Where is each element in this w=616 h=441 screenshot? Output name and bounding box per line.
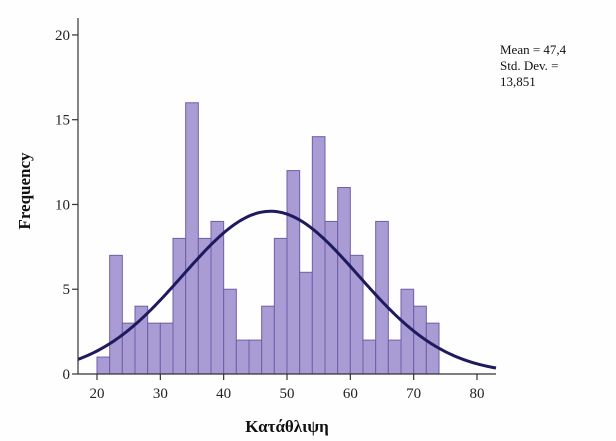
x-tick-label: 80 xyxy=(470,386,485,402)
histogram-bar xyxy=(159,322,174,375)
histogram-bar xyxy=(299,271,313,375)
std-dev-label: Std. Dev. = xyxy=(500,58,559,73)
x-tick-label: 70 xyxy=(406,386,421,402)
y-tick-label: 20 xyxy=(55,28,70,44)
histogram-bar xyxy=(362,339,377,375)
histogram-bar xyxy=(147,322,161,375)
histogram-bar xyxy=(248,339,263,375)
histogram-bar xyxy=(235,339,250,375)
x-tick-label: 20 xyxy=(90,386,105,402)
histogram-bar xyxy=(96,356,111,375)
tick-labels: 0 5 10 15 20 20 30 40 50 60 70 80 xyxy=(55,28,485,402)
histogram-bar xyxy=(223,288,237,375)
axes xyxy=(72,18,496,380)
histogram-bar xyxy=(185,102,199,375)
y-tick-label: 5 xyxy=(63,282,71,298)
normal-curve xyxy=(77,209,497,370)
y-tick-label: 10 xyxy=(55,197,70,213)
histogram-bar xyxy=(261,305,275,375)
histogram-bar xyxy=(311,136,326,375)
y-axis-title: Frequency xyxy=(15,152,34,230)
histogram-bar xyxy=(273,237,288,375)
histogram-bar xyxy=(286,170,301,375)
histogram-bar xyxy=(337,187,351,375)
x-axis-title: Κατάθλιψη xyxy=(245,417,329,436)
histogram-bar xyxy=(172,237,187,375)
histogram-bar xyxy=(387,339,402,375)
stats-box: Mean = 47,4 Std. Dev. = 13,851 xyxy=(500,42,567,89)
x-tick-label: 50 xyxy=(280,386,295,402)
std-dev-value: 13,851 xyxy=(500,74,536,89)
x-tick-label: 40 xyxy=(216,386,231,402)
histogram-bar xyxy=(197,237,212,375)
y-tick-label: 15 xyxy=(55,113,70,129)
x-tick-label: 60 xyxy=(343,386,358,402)
histogram-bar xyxy=(109,254,123,375)
histogram-bar xyxy=(400,288,415,375)
y-tick-label: 0 xyxy=(63,367,71,383)
mean-label: Mean = 47,4 xyxy=(500,42,567,57)
histogram-bars xyxy=(96,102,440,375)
x-tick-label: 30 xyxy=(153,386,168,402)
